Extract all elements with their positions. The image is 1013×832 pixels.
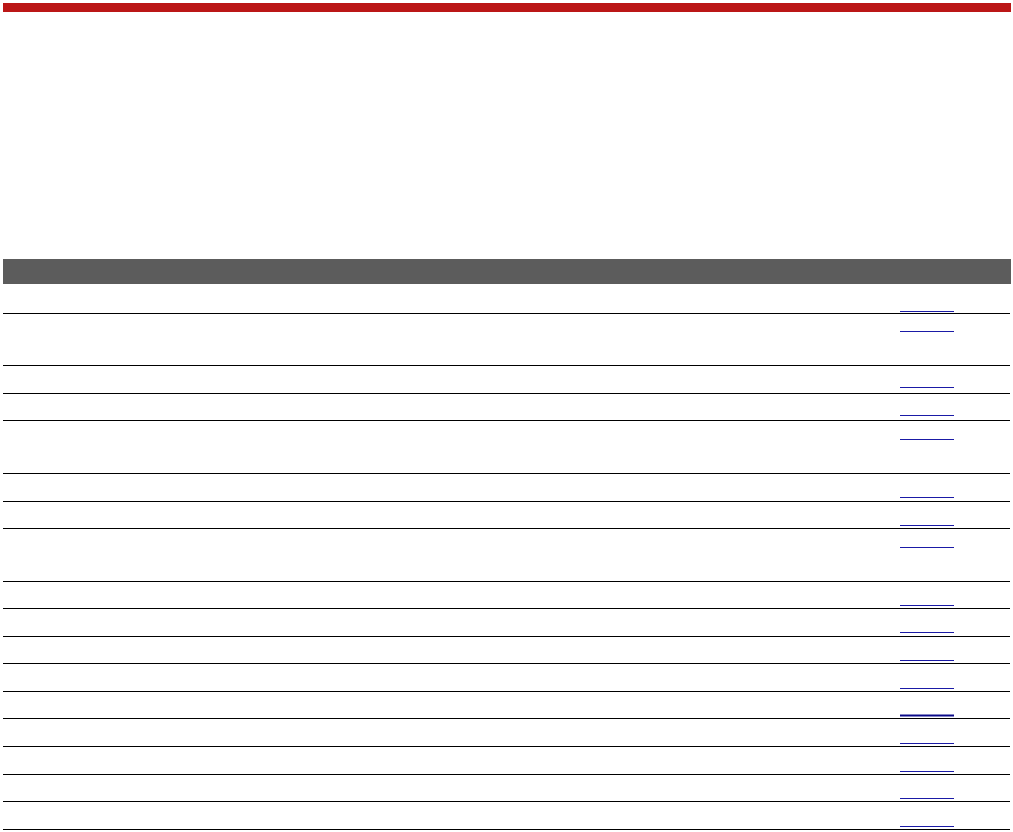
table-rows [3,313,1010,830]
row-links [900,311,954,827]
top-bar [3,3,1011,12]
table-header [3,259,1011,284]
